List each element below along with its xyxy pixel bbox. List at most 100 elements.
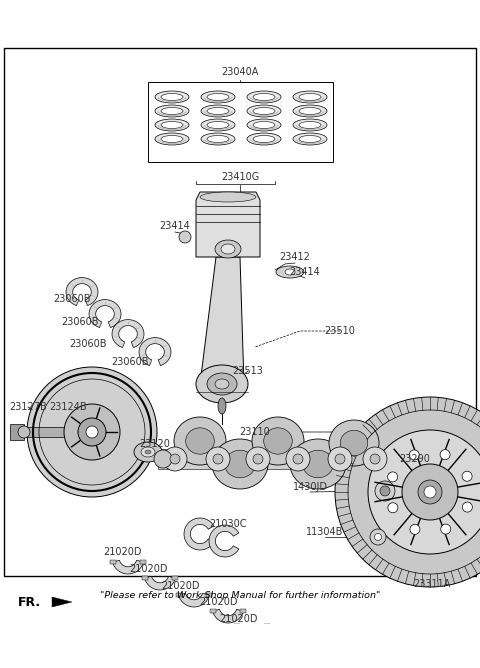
- Bar: [109, 560, 116, 564]
- Bar: [176, 593, 181, 597]
- Polygon shape: [112, 560, 144, 574]
- Polygon shape: [89, 300, 121, 327]
- Ellipse shape: [163, 447, 187, 471]
- Text: 1430JD: 1430JD: [292, 482, 327, 492]
- Circle shape: [440, 450, 450, 460]
- Ellipse shape: [155, 119, 189, 131]
- Ellipse shape: [299, 108, 321, 114]
- Ellipse shape: [221, 244, 235, 254]
- Ellipse shape: [247, 119, 281, 131]
- Text: 23060B: 23060B: [111, 357, 149, 367]
- Ellipse shape: [246, 447, 270, 471]
- Bar: [234, 624, 240, 628]
- Ellipse shape: [328, 447, 352, 471]
- Circle shape: [368, 430, 480, 554]
- Bar: [206, 593, 213, 597]
- Ellipse shape: [335, 454, 345, 464]
- Ellipse shape: [293, 91, 327, 103]
- Ellipse shape: [207, 136, 229, 142]
- Text: 23060B: 23060B: [61, 317, 99, 327]
- Text: 23060B: 23060B: [53, 294, 91, 304]
- Text: 23040A: 23040A: [221, 67, 259, 77]
- Ellipse shape: [161, 136, 183, 142]
- Text: 21020D: 21020D: [161, 581, 199, 591]
- Ellipse shape: [134, 442, 162, 462]
- Bar: [240, 609, 246, 613]
- Bar: [22, 427, 64, 437]
- Ellipse shape: [293, 454, 303, 464]
- Ellipse shape: [201, 105, 235, 117]
- Bar: [210, 609, 216, 613]
- Text: 23412: 23412: [279, 252, 311, 262]
- Circle shape: [402, 464, 458, 520]
- Ellipse shape: [186, 428, 214, 454]
- Ellipse shape: [207, 122, 229, 128]
- Text: 23414: 23414: [160, 221, 191, 231]
- Text: 11304B: 11304B: [306, 527, 344, 537]
- Ellipse shape: [253, 94, 275, 100]
- Circle shape: [441, 524, 451, 534]
- Ellipse shape: [302, 450, 334, 478]
- Ellipse shape: [375, 481, 395, 501]
- Ellipse shape: [215, 240, 241, 258]
- Circle shape: [418, 480, 442, 504]
- Ellipse shape: [299, 122, 321, 128]
- Polygon shape: [200, 257, 244, 384]
- Text: 21030C: 21030C: [209, 519, 247, 529]
- Text: 21020D: 21020D: [219, 614, 257, 624]
- Ellipse shape: [290, 439, 346, 489]
- Bar: [10, 424, 24, 440]
- Ellipse shape: [161, 94, 183, 100]
- Circle shape: [409, 450, 419, 460]
- Ellipse shape: [18, 426, 30, 438]
- Ellipse shape: [145, 450, 151, 454]
- Ellipse shape: [218, 398, 226, 414]
- Circle shape: [179, 231, 191, 243]
- Text: 23414: 23414: [289, 267, 320, 277]
- Circle shape: [27, 367, 157, 497]
- Ellipse shape: [201, 91, 235, 103]
- Polygon shape: [179, 593, 209, 607]
- Text: 23510: 23510: [324, 326, 355, 336]
- Ellipse shape: [154, 450, 172, 468]
- Ellipse shape: [253, 108, 275, 114]
- Ellipse shape: [215, 379, 229, 389]
- Bar: [148, 82, 333, 162]
- Polygon shape: [144, 576, 176, 590]
- Bar: [264, 624, 270, 628]
- Ellipse shape: [155, 105, 189, 117]
- Circle shape: [424, 486, 436, 498]
- Ellipse shape: [207, 94, 229, 100]
- Ellipse shape: [374, 534, 382, 540]
- Circle shape: [462, 471, 472, 481]
- Text: 23127B: 23127B: [9, 402, 47, 412]
- Polygon shape: [209, 525, 239, 557]
- Text: 23513: 23513: [233, 366, 264, 376]
- Bar: [141, 560, 146, 564]
- Ellipse shape: [247, 105, 281, 117]
- Circle shape: [410, 524, 420, 534]
- Ellipse shape: [253, 454, 263, 464]
- Text: FR.: FR.: [18, 595, 41, 609]
- Text: 21020D: 21020D: [129, 564, 167, 574]
- Bar: [172, 576, 179, 580]
- Polygon shape: [66, 278, 98, 305]
- Bar: [142, 576, 147, 580]
- Ellipse shape: [200, 192, 256, 202]
- Ellipse shape: [380, 486, 390, 496]
- Ellipse shape: [161, 108, 183, 114]
- Text: 23110: 23110: [240, 427, 270, 437]
- Circle shape: [388, 503, 398, 513]
- Polygon shape: [184, 518, 214, 550]
- Ellipse shape: [141, 447, 155, 457]
- Ellipse shape: [196, 365, 248, 403]
- Polygon shape: [196, 192, 260, 257]
- Ellipse shape: [207, 373, 237, 395]
- Text: 23311A: 23311A: [413, 579, 451, 589]
- Circle shape: [78, 418, 106, 446]
- Ellipse shape: [299, 94, 321, 100]
- Ellipse shape: [252, 417, 304, 465]
- Ellipse shape: [293, 119, 327, 131]
- Polygon shape: [112, 319, 144, 347]
- Circle shape: [64, 404, 120, 460]
